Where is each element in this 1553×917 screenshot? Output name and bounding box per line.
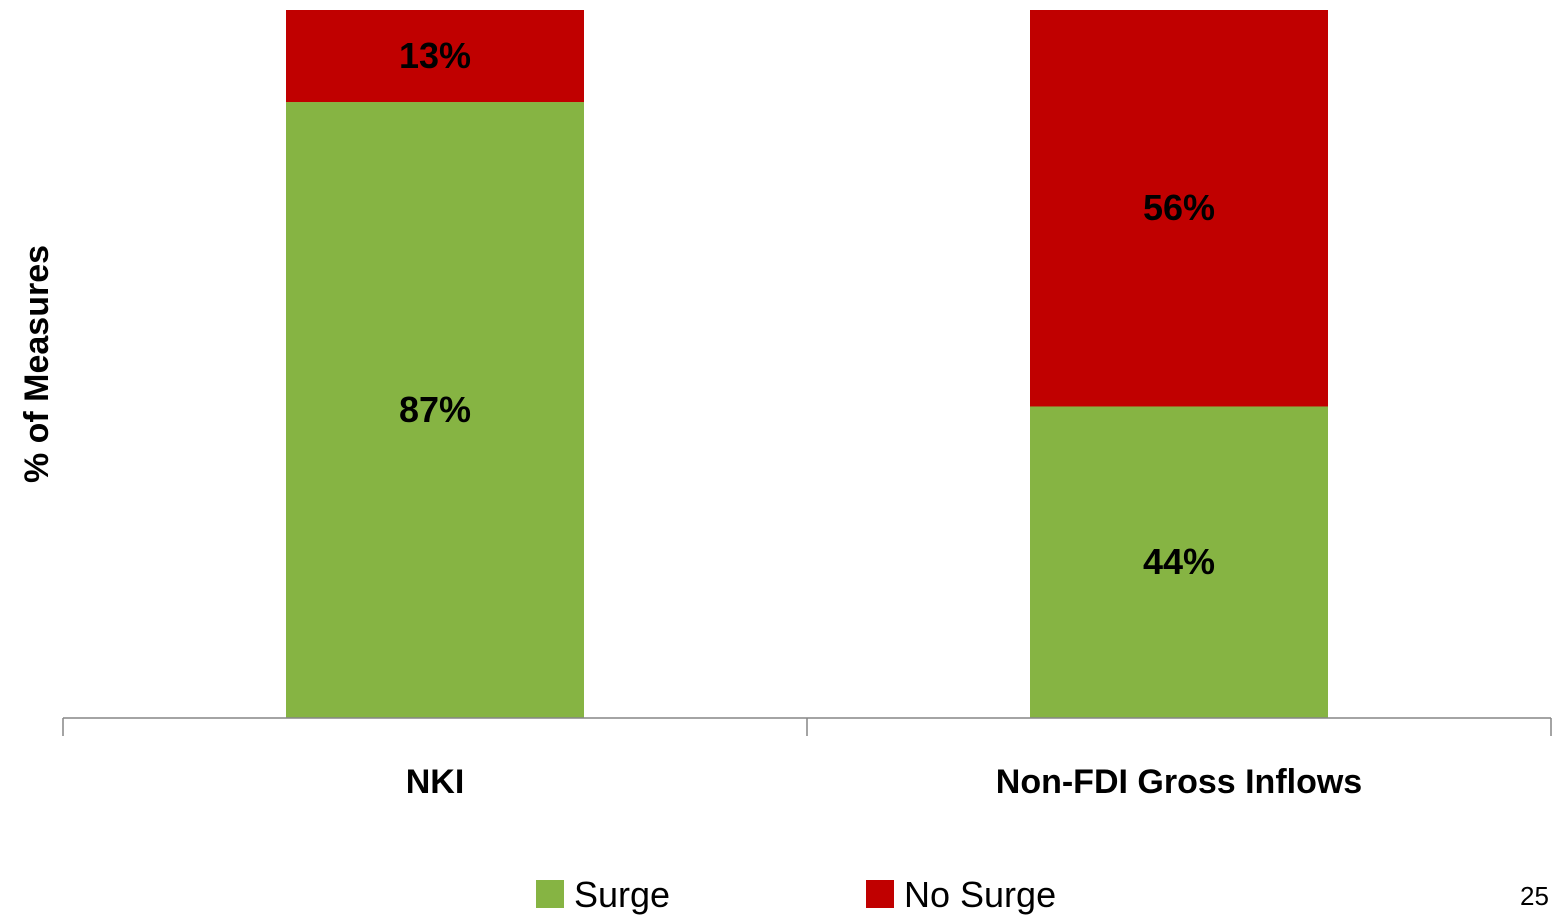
category-label-0: NKI <box>406 763 465 801</box>
y-axis-label: % of Measures <box>18 245 56 483</box>
page-number: 25 <box>1520 881 1549 911</box>
category-labels-group: NKI Non-FDI Gross Inflows <box>406 763 1363 801</box>
data-label-no-surge-1: 56% <box>1143 187 1215 228</box>
legend-label-surge: Surge <box>574 874 670 915</box>
data-label-surge-1: 44% <box>1143 541 1215 582</box>
bar-surge-0 <box>286 102 584 719</box>
bars-group <box>286 10 1328 719</box>
category-label-1: Non-FDI Gross Inflows <box>996 763 1362 801</box>
legend: Surge No Surge <box>536 874 1056 915</box>
legend-swatch-no-surge <box>866 880 894 908</box>
bar-surge-1 <box>1030 406 1328 718</box>
legend-swatch-surge <box>536 880 564 908</box>
data-label-surge-0: 87% <box>399 389 471 430</box>
data-label-no-surge-0: 13% <box>399 35 471 76</box>
legend-label-no-surge: No Surge <box>904 874 1056 915</box>
data-labels-group: 87% 13% 44% 56% <box>399 35 1215 582</box>
x-axis <box>62 717 1552 736</box>
bar-no-surge-1 <box>1030 10 1328 407</box>
bar-no-surge-0 <box>286 10 584 103</box>
